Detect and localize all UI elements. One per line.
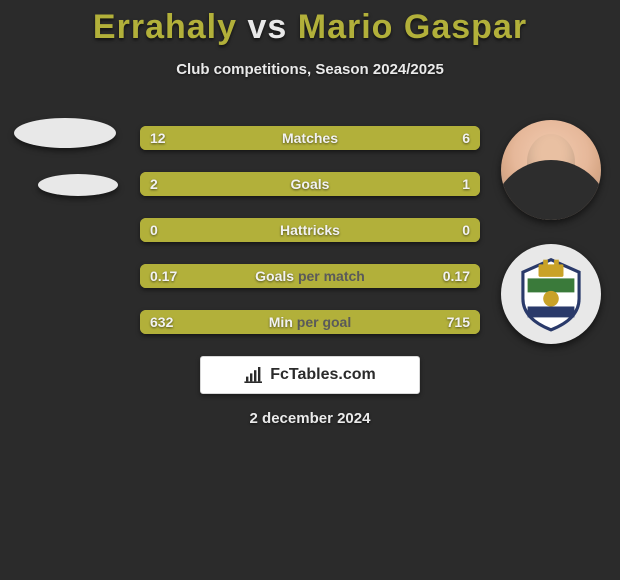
stat-label-dim: per goal — [297, 314, 351, 330]
source-badge-text: FcTables.com — [270, 366, 376, 384]
stat-label-main: Goals — [291, 176, 330, 192]
stat-right-value: 715 — [437, 310, 480, 334]
vs-separator: vs — [247, 8, 287, 46]
stat-label-main: Min — [269, 314, 293, 330]
player2-avatar — [501, 120, 601, 220]
player1-club-placeholder — [38, 174, 118, 196]
player2-name: Mario Gaspar — [298, 8, 527, 46]
source-badge[interactable]: FcTables.com — [200, 356, 420, 394]
stats-table: 12 Matches 6 2 Goals 1 0 Hattricks 0 0.1… — [140, 126, 480, 356]
stat-row-goals-per-match: 0.17 Goals per match 0.17 — [140, 264, 480, 288]
stat-label: Goals per match — [140, 264, 480, 288]
stat-row-hattricks: 0 Hattricks 0 — [140, 218, 480, 242]
stat-label-main: Matches — [282, 130, 338, 146]
stat-right-value: 6 — [452, 126, 480, 150]
stat-row-matches: 12 Matches 6 — [140, 126, 480, 150]
stat-row-min-per-goal: 632 Min per goal 715 — [140, 310, 480, 334]
player2-club-crest — [501, 244, 601, 344]
stat-label: Min per goal — [140, 310, 480, 334]
player1-name: Errahaly — [93, 8, 237, 46]
stat-label: Hattricks — [140, 218, 480, 242]
snapshot-date: 2 december 2024 — [0, 410, 620, 427]
player1-avatar-placeholder — [14, 118, 116, 148]
stat-label-main: Goals — [255, 268, 294, 284]
stat-right-value: 0.17 — [433, 264, 480, 288]
left-avatar-column — [10, 118, 120, 222]
stat-label: Matches — [140, 126, 480, 150]
comparison-title: Errahaly vs Mario Gaspar — [0, 0, 620, 47]
club-crest-icon — [512, 255, 590, 333]
stat-right-value: 0 — [452, 218, 480, 242]
stat-row-goals: 2 Goals 1 — [140, 172, 480, 196]
stat-right-value: 1 — [452, 172, 480, 196]
right-avatar-column — [496, 120, 606, 368]
stat-label-main: Hattricks — [280, 222, 340, 238]
bar-chart-icon — [244, 367, 264, 383]
stat-label-dim: per match — [298, 268, 365, 284]
subtitle-text: Club competitions, Season 2024/2025 — [0, 61, 620, 78]
stat-label: Goals — [140, 172, 480, 196]
